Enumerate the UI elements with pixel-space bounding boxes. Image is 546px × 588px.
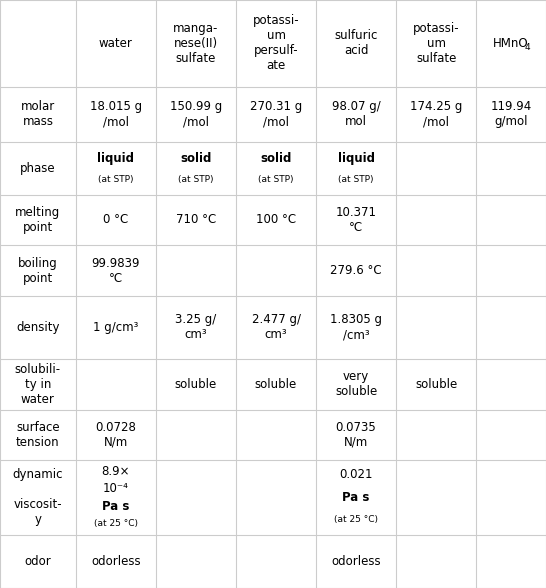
Text: (at STP): (at STP) [178,175,213,185]
Text: (at 25 °C): (at 25 °C) [334,516,378,524]
Text: 10⁻⁴: 10⁻⁴ [103,482,129,495]
Text: 8.9×: 8.9× [102,465,130,478]
Text: boiling
point: boiling point [18,257,58,285]
Text: 99.9839
°C: 99.9839 °C [92,257,140,285]
Text: very
soluble: very soluble [335,370,377,398]
Text: sulfuric
acid: sulfuric acid [335,29,378,57]
Text: water: water [99,37,133,50]
Text: manga-
nese(II)
sulfate: manga- nese(II) sulfate [173,22,218,65]
Text: 710 °C: 710 °C [176,213,216,226]
Text: soluble: soluble [255,377,297,391]
Text: soluble: soluble [415,377,458,391]
Text: 1.8305 g
/cm³: 1.8305 g /cm³ [330,313,382,342]
Text: 0 °C: 0 °C [103,213,128,226]
Text: phase: phase [20,162,56,175]
Text: (at 25 °C): (at 25 °C) [94,519,138,528]
Text: dynamic

viscosit-
y: dynamic viscosit- y [13,469,63,526]
Text: Pa s: Pa s [342,491,370,504]
Text: odorless: odorless [331,555,381,568]
Text: melting
point: melting point [15,206,61,234]
Text: solid: solid [260,152,292,165]
Text: Pa s: Pa s [102,500,129,513]
Text: 18.015 g
/mol: 18.015 g /mol [90,100,142,128]
Text: potassi-
um
persulf-
ate: potassi- um persulf- ate [253,14,299,72]
Text: molar
mass: molar mass [21,100,55,128]
Text: (at STP): (at STP) [339,175,374,185]
Text: 1 g/cm³: 1 g/cm³ [93,321,139,334]
Text: 0.0728
N/m: 0.0728 N/m [96,421,136,449]
Text: solubili-
ty in
water: solubili- ty in water [15,363,61,406]
Text: density: density [16,321,60,334]
Text: 279.6 °C: 279.6 °C [330,264,382,277]
Text: odorless: odorless [91,555,141,568]
Text: potassi-
um
sulfate: potassi- um sulfate [413,22,460,65]
Text: liquid: liquid [97,152,134,165]
Text: 0.021: 0.021 [340,469,373,482]
Text: (at STP): (at STP) [98,175,134,185]
Text: 100 °C: 100 °C [256,213,296,226]
Text: 0.0735
N/m: 0.0735 N/m [336,421,377,449]
Text: 119.94
g/mol: 119.94 g/mol [490,100,532,128]
Text: (at STP): (at STP) [258,175,294,185]
Text: solid: solid [180,152,212,165]
Text: 10.371
°C: 10.371 °C [336,206,377,234]
Text: odor: odor [25,555,51,568]
Text: 98.07 g/
mol: 98.07 g/ mol [332,100,381,128]
Text: 2.477 g/
cm³: 2.477 g/ cm³ [252,313,300,342]
Text: surface
tension: surface tension [16,421,60,449]
Text: liquid: liquid [337,152,375,165]
Text: 4: 4 [525,44,530,52]
Text: HMnO: HMnO [493,37,529,50]
Text: 174.25 g
/mol: 174.25 g /mol [410,100,462,128]
Text: 3.25 g/
cm³: 3.25 g/ cm³ [175,313,217,342]
Text: 270.31 g
/mol: 270.31 g /mol [250,100,302,128]
Text: soluble: soluble [175,377,217,391]
Text: 150.99 g
/mol: 150.99 g /mol [170,100,222,128]
